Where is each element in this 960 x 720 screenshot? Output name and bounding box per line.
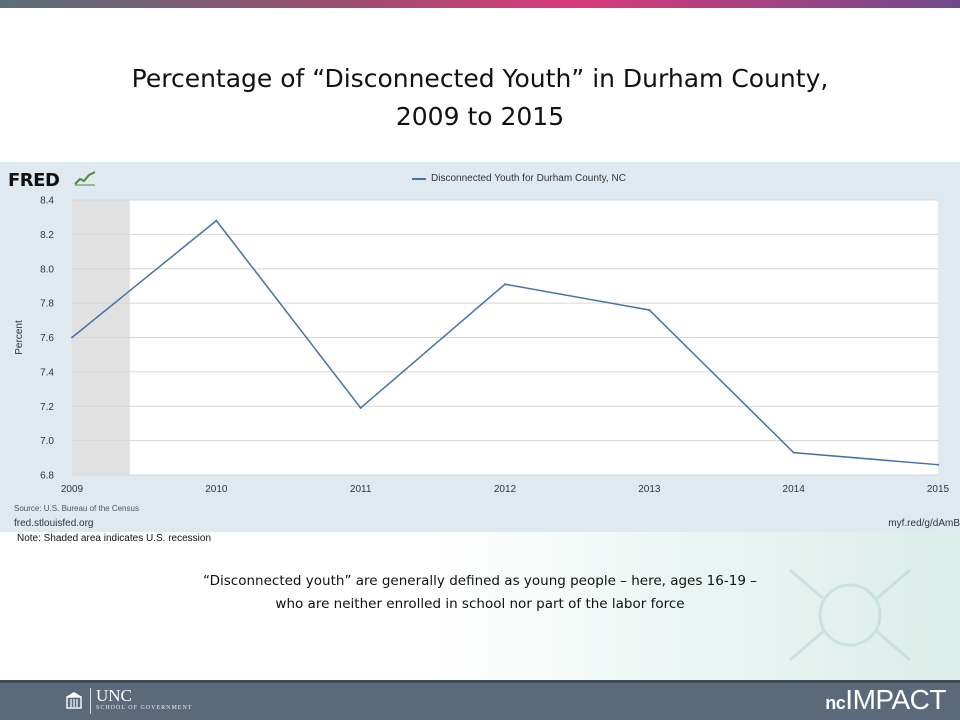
slide-title-line-2: 2009 to 2015 bbox=[395, 102, 565, 131]
fred-sparkline-icon bbox=[74, 171, 96, 186]
data-point bbox=[71, 336, 73, 339]
fred-url[interactable]: fred.stlouisfed.org bbox=[14, 518, 94, 529]
ncimpact-name: IMPACT bbox=[845, 684, 946, 715]
data-point bbox=[215, 219, 218, 222]
caption-line-2: who are neither enrolled in school nor p… bbox=[275, 596, 685, 612]
y-axis-label: Percent bbox=[14, 320, 25, 355]
x-tick-label: 2010 bbox=[205, 484, 228, 495]
short-url[interactable]: myf.red/g/dAmB bbox=[888, 518, 960, 529]
data-point bbox=[504, 283, 506, 286]
caption-line-1: “Disconnected youth” are generally defin… bbox=[203, 573, 757, 589]
x-tick-label: 2015 bbox=[927, 484, 950, 495]
slide-title: Percentage of “Disconnected Youth” in Du… bbox=[80, 60, 880, 136]
footer-bar bbox=[0, 680, 960, 720]
chart-legend: Disconnected Youth for Durham County, NC bbox=[412, 173, 626, 184]
y-tick-label: 7.0 bbox=[40, 436, 54, 447]
fred-logo[interactable]: FRED bbox=[8, 170, 60, 191]
y-tick-label: 8.4 bbox=[40, 196, 54, 207]
y-tick-label: 7.4 bbox=[40, 367, 54, 378]
ncimpact-prefix: nc bbox=[825, 693, 846, 713]
legend-swatch bbox=[412, 177, 426, 180]
unc-logo-text: UNC bbox=[96, 686, 132, 705]
unc-seal-icon bbox=[66, 692, 82, 709]
background-decoration bbox=[0, 532, 960, 680]
data-point bbox=[937, 463, 939, 466]
x-tick-label: 2013 bbox=[638, 484, 661, 495]
x-tick-label: 2011 bbox=[350, 484, 372, 495]
unc-subtitle: SCHOOL OF GOVERNMENT bbox=[96, 705, 193, 711]
y-tick-label: 6.8 bbox=[40, 471, 54, 482]
y-tick-label: 7.2 bbox=[40, 402, 54, 413]
data-point bbox=[792, 451, 795, 454]
y-tick-label: 7.6 bbox=[40, 333, 54, 344]
y-tick-label: 7.8 bbox=[40, 299, 54, 310]
legend-label: Disconnected Youth for Durham County, NC bbox=[431, 173, 626, 184]
decorative-graphic bbox=[789, 568, 911, 662]
chart-source: Source: U.S. Bureau of the Census bbox=[14, 504, 139, 513]
ncimpact-logo: ncIMPACT bbox=[825, 684, 946, 716]
x-tick-label: 2014 bbox=[783, 484, 806, 495]
slide-title-line-1: Percentage of “Disconnected Youth” in Du… bbox=[131, 64, 829, 93]
y-tick-label: 8.2 bbox=[40, 230, 54, 241]
x-tick-label: 2009 bbox=[61, 484, 84, 495]
definition-caption: “Disconnected youth” are generally defin… bbox=[130, 570, 830, 616]
footer-divider bbox=[90, 688, 91, 714]
data-point bbox=[359, 406, 362, 409]
line-chart: 6.8 7.0 7.2 7.4 7.6 7.8 8.0 8.2 8.4 2009 2010 2011 2… bbox=[14, 196, 950, 496]
top-accent-bar bbox=[0, 0, 960, 8]
recession-note: Note: Shaded area indicates U.S. recessi… bbox=[17, 533, 211, 544]
x-tick-label: 2012 bbox=[494, 484, 517, 495]
data-point bbox=[648, 309, 651, 311]
y-tick-label: 8.0 bbox=[40, 264, 54, 275]
